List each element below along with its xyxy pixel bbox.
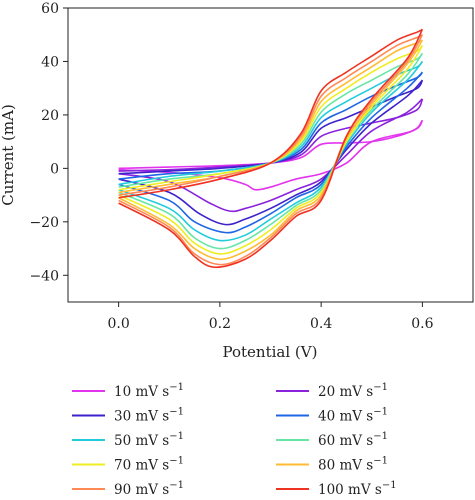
cv-curve-anodic-90: [118, 34, 423, 196]
cv-curve-cathodic-60: [118, 52, 424, 250]
legend-item: 80 mV s−1: [276, 456, 388, 474]
series-50-mv: [118, 60, 424, 242]
series-100-mv: [118, 28, 424, 269]
legend-label: 100 mV s−1: [318, 480, 397, 498]
y-tick-label: 60: [41, 1, 59, 17]
legend-label: 70 mV s−1: [114, 456, 184, 474]
legend-item: 90 mV s−1: [72, 480, 184, 498]
legend-unit-superscript: −1: [169, 431, 184, 442]
legend-unit-superscript: −1: [373, 382, 388, 393]
legend-unit-superscript: −1: [169, 456, 184, 467]
cv-curve-cathodic-80: [118, 39, 424, 261]
cv-curve-anodic-50: [118, 60, 424, 186]
cv-curve-anodic-70: [118, 44, 424, 191]
cv-curve-cathodic-50: [118, 60, 424, 242]
cv-curve-cathodic-40: [118, 71, 423, 234]
legend-item: 20 mV s−1: [276, 382, 388, 400]
legend-unit-superscript: −1: [169, 480, 184, 491]
legend-unit-superscript: −1: [169, 382, 184, 393]
x-tick-label: 0.2: [209, 316, 231, 332]
series-30-mv: [118, 79, 424, 226]
y-tick-label: −20: [29, 215, 59, 231]
cv-curve-anodic-100: [118, 28, 423, 199]
legend-item: 10 mV s−1: [72, 382, 184, 400]
x-tick-label: 0.0: [107, 316, 129, 332]
x-axis: 0.0 0.2 0.4 0.6: [107, 302, 434, 332]
legend-item: 60 mV s−1: [276, 431, 388, 449]
cv-curve-anodic-30: [118, 79, 424, 175]
cv-curve-cathodic-20: [118, 98, 423, 213]
legend-label: 90 mV s−1: [114, 480, 184, 498]
cv-curve-cathodic-90: [118, 34, 424, 266]
legend-item: 100 mV s−1: [276, 480, 397, 498]
y-axis: −40 −20 0 20 40 60: [29, 1, 68, 284]
cv-curve-cathodic-100: [118, 29, 424, 269]
legend-item: 40 mV s−1: [276, 407, 388, 425]
legend-unit-superscript: −1: [373, 407, 388, 418]
legend-item: 50 mV s−1: [72, 431, 184, 449]
legend-label: 30 mV s−1: [114, 407, 184, 425]
y-tick-label: −40: [29, 268, 59, 284]
legend-label: 50 mV s−1: [114, 431, 184, 449]
legend-label: 80 mV s−1: [318, 456, 388, 474]
legend-item: 70 mV s−1: [72, 456, 184, 474]
legend-label: 60 mV s−1: [318, 431, 388, 449]
legend-label: 10 mV s−1: [114, 382, 184, 400]
x-tick-label: 0.4: [310, 316, 332, 332]
plot-area: [118, 28, 424, 269]
cv-curve-anodic-20: [118, 98, 424, 172]
legend-unit-superscript: −1: [373, 456, 388, 467]
legend-label: 40 mV s−1: [318, 407, 388, 425]
legend-unit-superscript: −1: [169, 407, 184, 418]
y-tick-label: 0: [50, 161, 59, 177]
series-90-mv: [118, 34, 424, 266]
x-axis-label: Potential (V): [223, 343, 318, 361]
legend-item: 30 mV s−1: [72, 407, 184, 425]
legend: 10 mV s−1 20 mV s−1 30 mV s−1 40 mV s−1 50 m…: [72, 382, 397, 498]
series-20-mv: [118, 98, 424, 213]
y-tick-label: 40: [41, 54, 59, 70]
legend-label: 20 mV s−1: [318, 382, 388, 400]
plot-frame: [67, 7, 474, 303]
legend-unit-superscript: −1: [382, 480, 397, 491]
legend-unit-superscript: −1: [373, 431, 388, 442]
cv-curve-cathodic-30: [118, 79, 423, 226]
series-70-mv: [118, 44, 424, 255]
y-axis-label: Current (mA): [0, 104, 17, 206]
x-tick-label: 0.6: [411, 316, 433, 332]
y-tick-label: 20: [41, 108, 59, 124]
cv-curve-cathodic-70: [118, 44, 424, 255]
